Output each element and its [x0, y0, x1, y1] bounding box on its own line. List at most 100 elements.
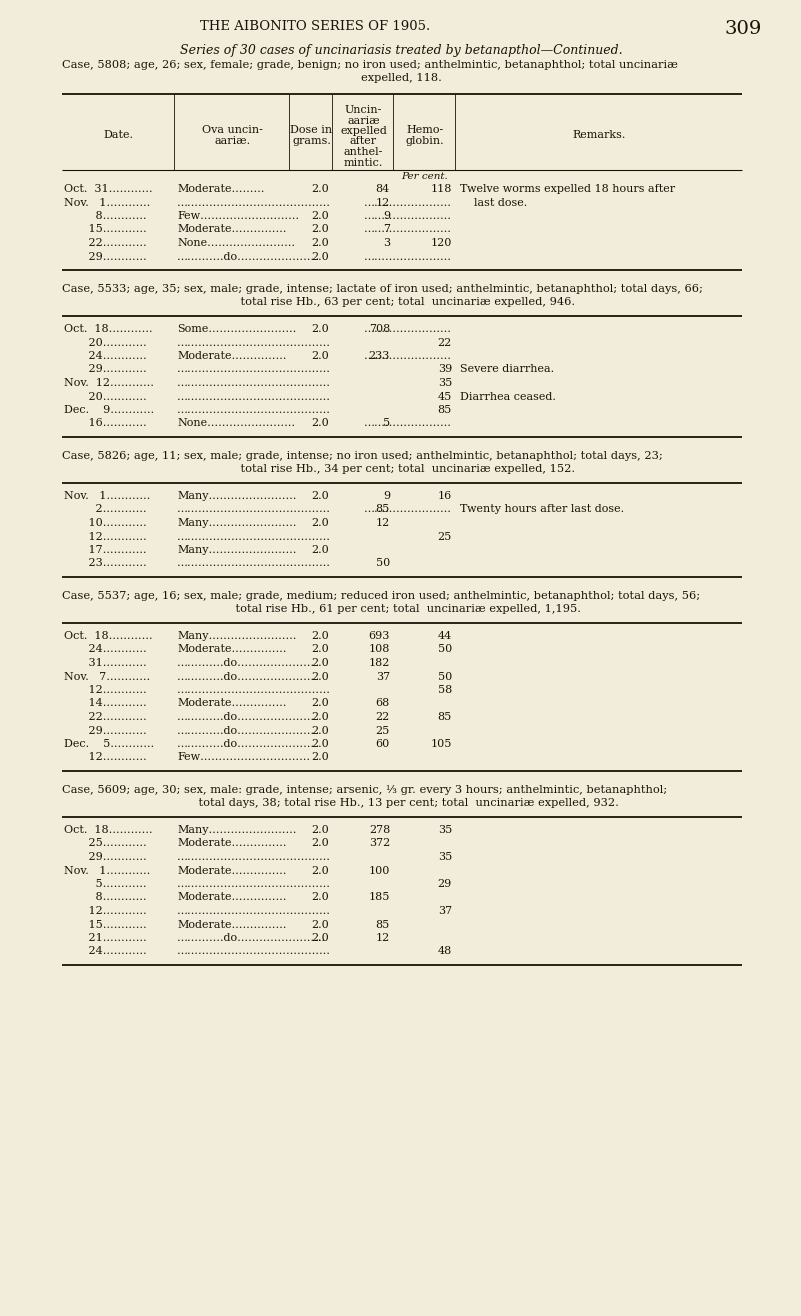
Text: 29…………: 29………… [64, 851, 147, 862]
Text: anthel-: anthel- [344, 147, 383, 157]
Text: 12: 12 [376, 933, 390, 944]
Text: 17…………: 17………… [64, 545, 147, 555]
Text: 309: 309 [724, 20, 762, 38]
Text: 12…………: 12………… [64, 753, 147, 762]
Text: Nov.   1…………: Nov. 1………… [64, 866, 151, 875]
Text: 24…………: 24………… [64, 351, 147, 361]
Text: 29…………: 29………… [64, 365, 147, 375]
Text: 8…………: 8………… [64, 892, 147, 903]
Text: Oct.  31…………: Oct. 31………… [64, 184, 153, 193]
Text: 2.0: 2.0 [312, 825, 329, 834]
Text: 16…………: 16………… [64, 418, 147, 429]
Text: Nov.   1…………: Nov. 1………… [64, 197, 151, 208]
Text: 50: 50 [438, 671, 452, 682]
Text: 29: 29 [438, 879, 452, 890]
Text: ……………………: …………………… [364, 211, 452, 221]
Text: 31…………: 31………… [64, 658, 147, 669]
Text: 14…………: 14………… [64, 699, 147, 708]
Text: Many……………………: Many…………………… [177, 491, 296, 501]
Text: expelled, 118.: expelled, 118. [360, 72, 441, 83]
Text: Oct.  18…………: Oct. 18………… [64, 825, 153, 834]
Text: ……………………………………: …………………………………… [177, 851, 331, 862]
Text: 3: 3 [383, 238, 390, 247]
Text: 37: 37 [438, 905, 452, 916]
Text: 25: 25 [438, 532, 452, 541]
Text: 2.0: 2.0 [312, 920, 329, 929]
Text: 37: 37 [376, 671, 390, 682]
Text: ……………………: …………………… [364, 418, 452, 429]
Text: 2.0: 2.0 [312, 753, 329, 762]
Text: 20…………: 20………… [64, 391, 147, 401]
Text: ……………………………………: …………………………………… [177, 905, 331, 916]
Text: THE AIBONITO SERIES OF 1905.: THE AIBONITO SERIES OF 1905. [200, 20, 430, 33]
Text: total rise Hb., 34 per cent; total  uncinariæ expelled, 152.: total rise Hb., 34 per cent; total uncin… [227, 465, 576, 474]
Text: ……………………………………: …………………………………… [177, 532, 331, 541]
Text: 68: 68 [376, 699, 390, 708]
Text: Dec.    9…………: Dec. 9………… [64, 405, 155, 415]
Text: total rise Hb., 61 per cent; total  uncinariæ expelled, 1,195.: total rise Hb., 61 per cent; total uncin… [221, 604, 581, 615]
Text: Uncin-: Uncin- [344, 105, 382, 114]
Text: 2.0: 2.0 [312, 838, 329, 849]
Text: 35: 35 [438, 378, 452, 388]
Text: 29…………: 29………… [64, 251, 147, 262]
Text: ……………………………………: …………………………………… [177, 558, 331, 569]
Text: ……………………: …………………… [364, 197, 452, 208]
Text: 2.0: 2.0 [312, 892, 329, 903]
Text: Oct.  18…………: Oct. 18………… [64, 324, 153, 334]
Text: 21…………: 21………… [64, 933, 147, 944]
Text: 2.0: 2.0 [312, 184, 329, 193]
Text: 15…………: 15………… [64, 225, 147, 234]
Text: 35: 35 [438, 851, 452, 862]
Text: 2.0: 2.0 [312, 933, 329, 944]
Text: globin.: globin. [405, 136, 445, 146]
Text: Many……………………: Many…………………… [177, 630, 296, 641]
Text: 58: 58 [438, 686, 452, 695]
Text: aariæ: aariæ [347, 116, 380, 125]
Text: 2.0: 2.0 [312, 630, 329, 641]
Text: grams.: grams. [292, 136, 331, 146]
Text: ………….do……………………: ………….do…………………… [177, 933, 326, 944]
Text: 9: 9 [383, 491, 390, 501]
Text: Dec.    5…………: Dec. 5………… [64, 740, 155, 749]
Text: Many……………………: Many…………………… [177, 519, 296, 528]
Text: 15…………: 15………… [64, 920, 147, 929]
Text: expelled: expelled [340, 126, 387, 136]
Text: 2.0: 2.0 [312, 251, 329, 262]
Text: 2.0: 2.0 [312, 645, 329, 654]
Text: 2…………: 2………… [64, 504, 147, 515]
Text: 9: 9 [383, 211, 390, 221]
Text: 50: 50 [376, 558, 390, 569]
Text: 85: 85 [376, 504, 390, 515]
Text: 60: 60 [376, 740, 390, 749]
Text: ……………………………………: …………………………………… [177, 365, 331, 375]
Text: 708: 708 [368, 324, 390, 334]
Text: Moderate……………: Moderate…………… [177, 892, 287, 903]
Text: ……………………………………: …………………………………… [177, 504, 331, 515]
Text: 2.0: 2.0 [312, 238, 329, 247]
Text: 2.0: 2.0 [312, 712, 329, 722]
Text: Severe diarrhea.: Severe diarrhea. [460, 365, 554, 375]
Text: 29…………: 29………… [64, 725, 147, 736]
Text: mintic.: mintic. [344, 158, 383, 167]
Text: ………….do…………………: ………….do………………… [177, 725, 315, 736]
Text: Many……………………: Many…………………… [177, 825, 296, 834]
Text: Moderate……………: Moderate…………… [177, 866, 287, 875]
Text: 24…………: 24………… [64, 645, 147, 654]
Text: Oct.  18…………: Oct. 18………… [64, 630, 153, 641]
Text: 2.0: 2.0 [312, 324, 329, 334]
Text: 8…………: 8………… [64, 211, 147, 221]
Text: Moderate……………: Moderate…………… [177, 920, 287, 929]
Text: Series of 30 cases of uncinariasis treated by betanapthol—Continued.: Series of 30 cases of uncinariasis treat… [179, 43, 622, 57]
Text: Ova uncin-: Ova uncin- [202, 125, 263, 136]
Text: 22…………: 22………… [64, 712, 147, 722]
Text: Remarks.: Remarks. [572, 130, 626, 139]
Text: 2.0: 2.0 [312, 418, 329, 429]
Text: Moderate……………: Moderate…………… [177, 351, 287, 361]
Text: 7: 7 [383, 225, 390, 234]
Text: 16: 16 [438, 491, 452, 501]
Text: 118: 118 [431, 184, 452, 193]
Text: 12: 12 [376, 197, 390, 208]
Text: 85: 85 [376, 920, 390, 929]
Text: 12: 12 [376, 519, 390, 528]
Text: 120: 120 [431, 238, 452, 247]
